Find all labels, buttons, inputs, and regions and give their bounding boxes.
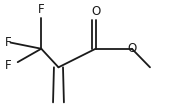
Text: F: F xyxy=(5,59,12,72)
Text: O: O xyxy=(127,42,137,55)
Text: F: F xyxy=(38,3,45,16)
Text: O: O xyxy=(91,5,100,18)
Text: F: F xyxy=(5,36,12,49)
